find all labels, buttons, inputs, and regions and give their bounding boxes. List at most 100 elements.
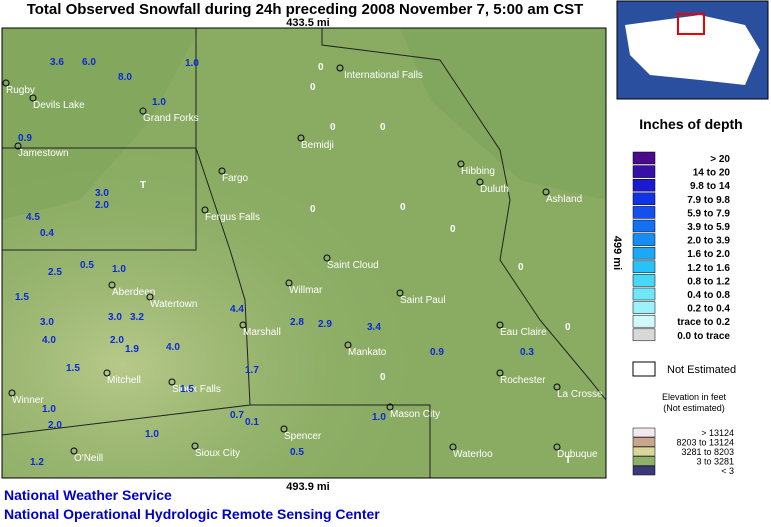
city-label: Rochester xyxy=(500,375,546,386)
station-value: 0 xyxy=(310,82,316,93)
station-value: 1.0 xyxy=(372,412,386,423)
distance-label: 493.9 mi xyxy=(286,481,329,493)
station-value: 0.7 xyxy=(230,410,244,421)
legend-swatch xyxy=(632,437,656,447)
station-value: 0 xyxy=(450,224,456,235)
legend-swatch xyxy=(632,427,656,438)
station-value: 0 xyxy=(380,372,386,383)
station-value: 3.4 xyxy=(367,322,381,333)
city-label: Aberdeen xyxy=(112,287,155,298)
legend-label: 7.9 to 9.8 xyxy=(687,195,730,206)
legend-label: 1.2 to 1.6 xyxy=(687,263,730,274)
city-marker xyxy=(542,188,550,196)
station-value: 2.0 xyxy=(95,200,109,211)
station-value: 4.0 xyxy=(42,335,56,346)
legend-swatch xyxy=(632,233,656,246)
station-value: 0 xyxy=(310,204,316,215)
city-marker xyxy=(336,64,344,72)
station-value: 2.8 xyxy=(290,317,304,328)
state-borders xyxy=(1,28,607,478)
city-label: Watertown xyxy=(150,299,197,310)
city-marker xyxy=(70,447,78,455)
legend-swatch xyxy=(632,246,656,260)
legend-label: > 13124 xyxy=(701,428,734,438)
station-value: 1.0 xyxy=(145,429,159,440)
footer: National Weather Service xyxy=(4,487,172,503)
city-marker xyxy=(29,94,37,102)
city-label: Devils Lake xyxy=(33,100,85,111)
station-value: 6.0 xyxy=(82,57,96,68)
city-marker xyxy=(280,425,288,433)
station-value: 0.4 xyxy=(40,228,54,239)
station-value: 4.5 xyxy=(26,212,40,223)
legend-label: 3281 to 8203 xyxy=(681,447,734,457)
legend-swatch xyxy=(632,287,656,301)
station-value: T xyxy=(565,455,571,466)
city-marker xyxy=(297,134,305,142)
legend-title: (Not estimated) xyxy=(663,403,725,413)
distance-label: 499 mi xyxy=(611,236,623,270)
legend-title: Elevation in feet xyxy=(662,392,727,402)
legend-swatch xyxy=(632,165,656,178)
legend-label: 0.0 to trace xyxy=(677,331,730,342)
city-label: Mankato xyxy=(348,347,387,358)
legend-label: 14 to 20 xyxy=(693,168,731,179)
station-value: 1.0 xyxy=(42,404,56,415)
station-value: 1.9 xyxy=(125,344,139,355)
city-label: Waterloo xyxy=(453,449,493,460)
city-label: Spencer xyxy=(284,431,322,442)
station-value: 1.5 xyxy=(66,363,80,374)
station-value: T xyxy=(140,180,146,191)
city-marker xyxy=(553,383,561,391)
inset-land xyxy=(625,15,760,85)
legend-swatch xyxy=(632,446,656,457)
city-marker xyxy=(449,443,457,451)
station-value: 2.0 xyxy=(48,420,62,431)
city-label: Eau Claire xyxy=(500,327,547,338)
city-marker xyxy=(191,442,199,450)
city-label: Bemidji xyxy=(301,140,334,151)
city-label: Fargo xyxy=(222,173,249,184)
legend-label: 2.0 to 3.9 xyxy=(687,236,730,247)
station-value: 2.9 xyxy=(318,319,332,330)
station-value: 1.0 xyxy=(152,97,166,108)
city-label: Willmar xyxy=(289,285,323,296)
city-label: Grand Forks xyxy=(143,113,199,124)
legend-label: < 3 xyxy=(721,466,734,476)
station-value: 0.5 xyxy=(80,260,94,271)
city-label: Marshall xyxy=(243,327,281,338)
legend-swatch xyxy=(632,361,656,377)
legend-swatch xyxy=(632,151,656,165)
legend-swatch xyxy=(632,328,656,342)
station-value: 1.5 xyxy=(180,384,194,395)
city-label: Hibbing xyxy=(461,166,495,177)
station-value: 8.0 xyxy=(118,72,132,83)
footer: National Operational Hydrologic Remote S… xyxy=(4,506,380,522)
city-label: Dubuque xyxy=(557,449,598,460)
inset-region xyxy=(677,13,705,35)
station-value: 0 xyxy=(565,322,571,333)
title: Total Observed Snowfall during 24h prece… xyxy=(27,1,584,18)
city-label: Winner xyxy=(12,395,44,406)
station-value: 0.3 xyxy=(520,347,534,358)
legend-label: > 20 xyxy=(710,154,730,165)
city-marker xyxy=(323,254,331,262)
station-value: 3.6 xyxy=(50,57,64,68)
station-value: 0.9 xyxy=(430,347,444,358)
city-label: Ashland xyxy=(546,194,582,205)
legend-swatch xyxy=(632,314,656,328)
city-label: Rugby xyxy=(6,85,35,96)
station-value: 0 xyxy=(518,262,524,273)
city-marker xyxy=(103,369,111,377)
station-value: 1.5 xyxy=(15,292,29,303)
distance-label: 433.5 mi xyxy=(286,17,329,29)
city-marker xyxy=(457,160,465,168)
station-value: 0 xyxy=(400,202,406,213)
city-marker xyxy=(14,142,22,150)
map-relief xyxy=(2,28,200,220)
legend-label: 3 to 3281 xyxy=(696,457,734,467)
city-marker xyxy=(239,321,247,329)
legend-swatch xyxy=(632,260,656,274)
station-value: 1.7 xyxy=(245,365,259,376)
